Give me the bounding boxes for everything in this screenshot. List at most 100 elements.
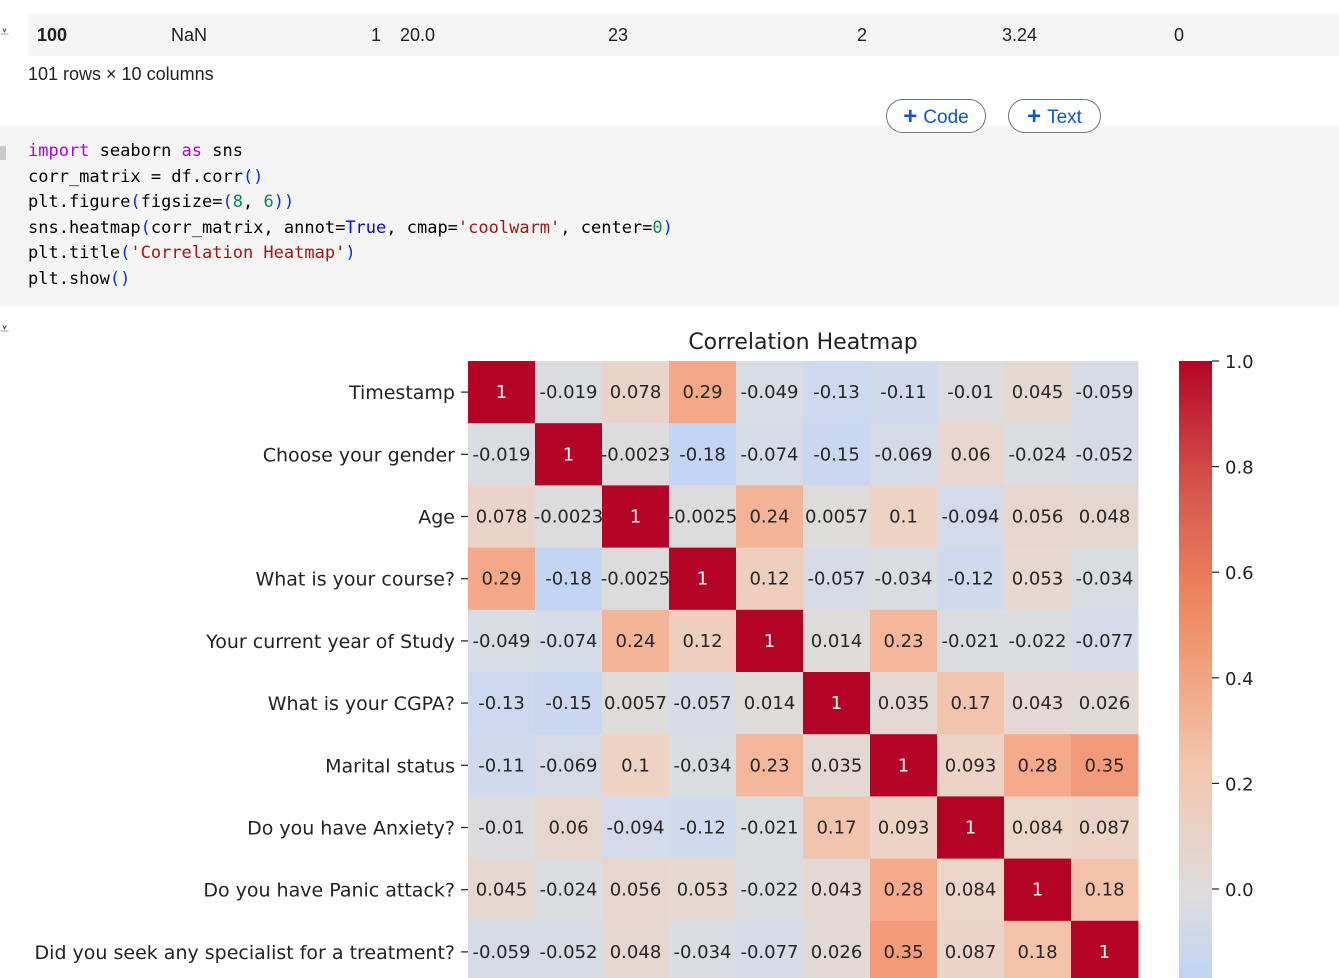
heatmap-annotation: 0.093 [878, 818, 930, 839]
heatmap-cell [468, 672, 536, 735]
heatmap-annotation: 0.1 [621, 755, 650, 776]
code-line: import seaborn as sns [28, 141, 243, 161]
heatmap-annotation: 0.24 [615, 631, 655, 652]
heatmap-cell [870, 734, 938, 797]
heatmap-cell [803, 858, 871, 922]
heatmap-cell [1071, 609, 1139, 673]
heatmap-annotation: 0.12 [749, 569, 789, 590]
heatmap-annotation: 0.087 [945, 942, 997, 963]
heatmap-cell [937, 609, 1005, 673]
add-code-label: Code [923, 107, 969, 128]
heatmap-annotation: -0.024 [539, 880, 597, 901]
heatmap-cell [1004, 734, 1072, 797]
output-collapse-icon[interactable]: ⩡ [0, 22, 10, 41]
heatmap-cell [870, 920, 938, 978]
heatmap-annotation: -0.049 [472, 631, 530, 652]
heatmap-cell [870, 547, 938, 611]
heatmap-annotation: -0.077 [1075, 631, 1133, 652]
heatmap-cell [736, 734, 804, 797]
heatmap-annotation: 0.06 [950, 444, 990, 465]
heatmap-annotation: 0.093 [945, 755, 997, 776]
heatmap-cell [669, 672, 737, 735]
heatmap-annotation: 0.014 [811, 631, 863, 652]
run-cell-button[interactable] [0, 146, 6, 160]
heatmap-cell [1071, 361, 1139, 424]
heatmap-annotation: -0.074 [740, 444, 798, 465]
heatmap-annotation: -0.0023 [534, 507, 603, 528]
heatmap-annotation: -0.049 [740, 382, 798, 403]
heatmap-cell [736, 920, 804, 978]
y-tick-label: Your current year of Study [205, 631, 455, 653]
heatmap-cell [937, 672, 1005, 735]
heatmap-annotation: -0.13 [478, 693, 525, 714]
heatmap-cell [937, 361, 1005, 424]
heatmap-cell [1071, 858, 1139, 922]
heatmap-cell [736, 672, 804, 735]
heatmap-cell [602, 796, 670, 860]
heatmap-cell [1071, 734, 1139, 797]
heatmap-annotation: -0.034 [673, 942, 731, 963]
heatmap-annotation: 0.0057 [604, 693, 667, 714]
plus-icon: + [1027, 103, 1042, 130]
heatmap-cell [803, 920, 871, 978]
heatmap-cell [736, 858, 804, 922]
heatmap-annotation: -0.15 [545, 693, 592, 714]
heatmap-cell [803, 796, 871, 860]
heatmap-annotation: -0.074 [539, 631, 597, 652]
output-collapse-icon[interactable]: ⩡ [0, 319, 10, 338]
heatmap-cell [535, 361, 603, 424]
heatmap-annotation: -0.0025 [668, 507, 737, 528]
heatmap-annotation: -0.019 [472, 444, 530, 465]
heatmap-cell [803, 485, 871, 549]
heatmap-cell [1071, 920, 1139, 978]
heatmap-annotation: -0.021 [740, 818, 798, 839]
heatmap-annotation: -0.022 [740, 880, 798, 901]
heatmap-cell [1004, 361, 1072, 424]
heatmap-annotation: -0.057 [807, 569, 865, 590]
heatmap-annotation: 0.35 [883, 942, 923, 963]
colorbar-tick-label: 1.0 [1225, 352, 1254, 373]
heatmap-cell [870, 609, 938, 673]
y-tick-label: Age [418, 507, 455, 529]
heatmap-annotation: -0.0023 [601, 444, 670, 465]
colorbar-tick-label: 0.4 [1225, 669, 1254, 690]
table-cell: 2 [857, 25, 868, 45]
add-text-button[interactable]: + Text [1008, 99, 1101, 133]
heatmap-annotation: 0.087 [1079, 818, 1131, 839]
heatmap-annotation: 0.35 [1084, 755, 1124, 776]
heatmap-annotation: 0.23 [883, 631, 923, 652]
heatmap-annotation: -0.034 [1075, 569, 1133, 590]
add-code-button[interactable]: + Code [886, 99, 986, 133]
heatmap-cell [535, 858, 603, 922]
heatmap-cell [468, 423, 536, 486]
heatmap-annotation: 0.084 [945, 880, 997, 901]
code-editor[interactable]: import seaborn as sns corr_matrix = df.c… [28, 139, 673, 293]
heatmap-annotation: 0.026 [1079, 693, 1131, 714]
code-line: plt.title('Correlation Heatmap') [28, 243, 356, 264]
heatmap-cell [937, 734, 1005, 797]
code-cell[interactable] [0, 126, 1339, 306]
heatmap-annotation: -0.13 [813, 382, 860, 403]
heatmap-annotation: -0.01 [478, 818, 525, 839]
table-cell: 0 [1174, 25, 1185, 45]
heatmap-cell [803, 547, 871, 611]
heatmap-cell [736, 485, 804, 549]
heatmap-cell [736, 609, 804, 673]
heatmap-cell [803, 672, 871, 735]
heatmap-cell [602, 858, 670, 922]
heatmap-cell [669, 858, 737, 922]
heatmap-cell [669, 547, 737, 611]
heatmap-cell [669, 423, 737, 486]
heatmap-cell [937, 858, 1005, 922]
heatmap-cell [1071, 547, 1139, 611]
heatmap-cell [602, 361, 670, 424]
y-tick-label: Marital status [325, 755, 455, 777]
dataframe-shape: 101 rows × 10 columns [28, 64, 214, 84]
heatmap-cell [602, 920, 670, 978]
y-tick-label: Timestamp [348, 382, 455, 404]
heatmap-annotation: 1 [831, 693, 842, 714]
heatmap-annotation: -0.024 [1008, 444, 1066, 465]
heatmap-cell [736, 361, 804, 424]
heatmap-annotation: -0.021 [941, 631, 999, 652]
heatmap-annotation: 0.045 [476, 880, 528, 901]
